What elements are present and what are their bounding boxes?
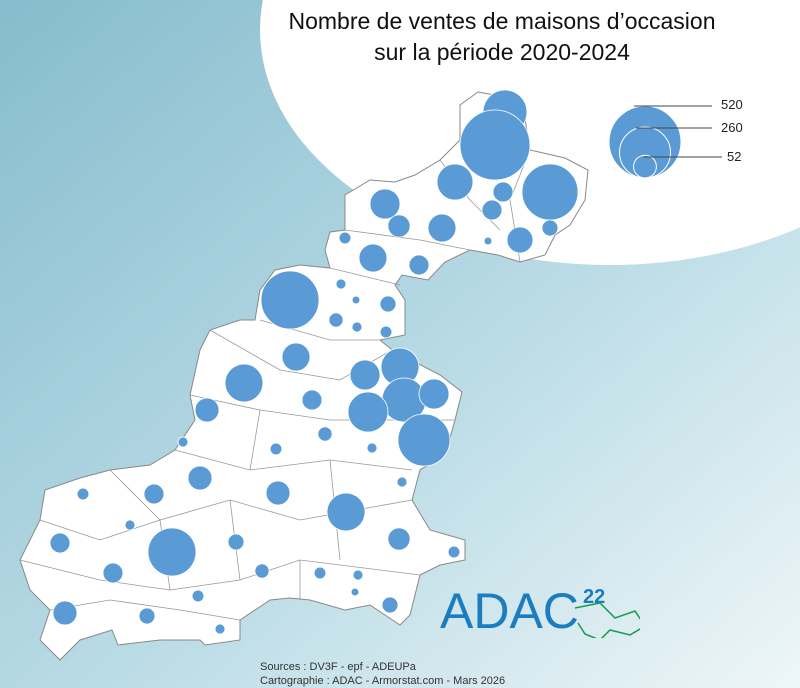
sales-symbol bbox=[326, 492, 366, 532]
sales-symbol bbox=[436, 163, 474, 201]
sales-symbol bbox=[481, 199, 503, 221]
adac22-logo: ADAC 22 bbox=[440, 578, 647, 643]
sales-symbol bbox=[143, 483, 165, 505]
sales-symbol bbox=[396, 476, 408, 488]
sales-symbol bbox=[338, 231, 352, 245]
sales-symbol bbox=[301, 389, 323, 411]
cartography-text: Cartographie : ADAC - Armorstat.com - Ma… bbox=[260, 675, 506, 687]
legend-label-520: 520 bbox=[721, 97, 743, 112]
sales-symbol bbox=[358, 243, 388, 273]
sales-symbol bbox=[349, 359, 381, 391]
sales-symbol bbox=[350, 587, 360, 597]
sales-symbol bbox=[187, 465, 213, 491]
legend-circle-52 bbox=[633, 154, 657, 179]
sales-symbol bbox=[459, 109, 531, 181]
sales-symbol bbox=[379, 325, 393, 339]
sales-symbol bbox=[265, 480, 291, 506]
sales-symbol bbox=[366, 442, 378, 454]
map-title: Nombre de ventes de maisons d’occasion s… bbox=[262, 6, 742, 68]
sales-symbol bbox=[254, 563, 270, 579]
sales-symbol bbox=[269, 442, 283, 456]
sales-symbol bbox=[191, 589, 205, 603]
sales-symbol bbox=[224, 363, 264, 403]
sales-symbol bbox=[102, 562, 124, 584]
sales-symbol bbox=[281, 342, 311, 372]
sales-symbol bbox=[76, 487, 90, 501]
sales-symbol bbox=[541, 219, 559, 237]
sales-symbol bbox=[335, 278, 347, 290]
territory-outline-icon bbox=[574, 602, 647, 641]
sales-symbol bbox=[147, 527, 197, 577]
sales-symbol bbox=[492, 181, 514, 203]
sales-symbol bbox=[313, 566, 327, 580]
sales-symbol bbox=[483, 236, 493, 246]
sales-symbol bbox=[352, 569, 364, 581]
title-line-2: sur la période 2020-2024 bbox=[374, 39, 630, 65]
sales-symbol bbox=[49, 532, 71, 554]
sales-symbol bbox=[260, 270, 320, 330]
sales-symbol bbox=[506, 226, 534, 254]
sales-symbol bbox=[447, 545, 461, 559]
sales-symbol bbox=[227, 533, 245, 551]
sales-symbol bbox=[427, 213, 457, 243]
sales-symbol bbox=[369, 188, 401, 220]
sales-symbol bbox=[387, 527, 411, 551]
sales-symbol bbox=[521, 163, 579, 221]
sales-symbol bbox=[328, 312, 344, 328]
legend-circle-520 bbox=[608, 105, 682, 179]
sales-symbol bbox=[124, 519, 136, 531]
sales-symbol bbox=[194, 397, 220, 423]
sales-symbol bbox=[351, 295, 361, 305]
sales-symbol bbox=[418, 378, 450, 410]
logo-text: ADAC bbox=[440, 583, 579, 638]
sales-symbol bbox=[387, 214, 411, 238]
sales-symbol bbox=[138, 607, 156, 625]
proportional-symbols bbox=[49, 89, 579, 635]
sales-symbol bbox=[379, 295, 397, 313]
legend-label-260: 260 bbox=[721, 120, 743, 135]
sales-symbol bbox=[408, 254, 430, 276]
sales-symbol bbox=[214, 623, 226, 635]
legend-label-52: 52 bbox=[727, 149, 742, 164]
sales-symbol bbox=[52, 600, 78, 626]
legend bbox=[608, 105, 722, 179]
sales-symbol bbox=[351, 321, 363, 333]
sources-note: Sources : DV3F - epf - ADEUPa Cartograph… bbox=[260, 660, 505, 688]
sales-symbol bbox=[347, 391, 389, 433]
sources-text: Sources : DV3F - epf - ADEUPa bbox=[260, 661, 416, 673]
sales-symbol bbox=[177, 436, 189, 448]
sales-symbol bbox=[317, 426, 333, 442]
sales-symbol bbox=[381, 596, 399, 614]
title-line-1: Nombre de ventes de maisons d’occasion bbox=[288, 8, 716, 34]
sales-symbol bbox=[397, 413, 451, 467]
